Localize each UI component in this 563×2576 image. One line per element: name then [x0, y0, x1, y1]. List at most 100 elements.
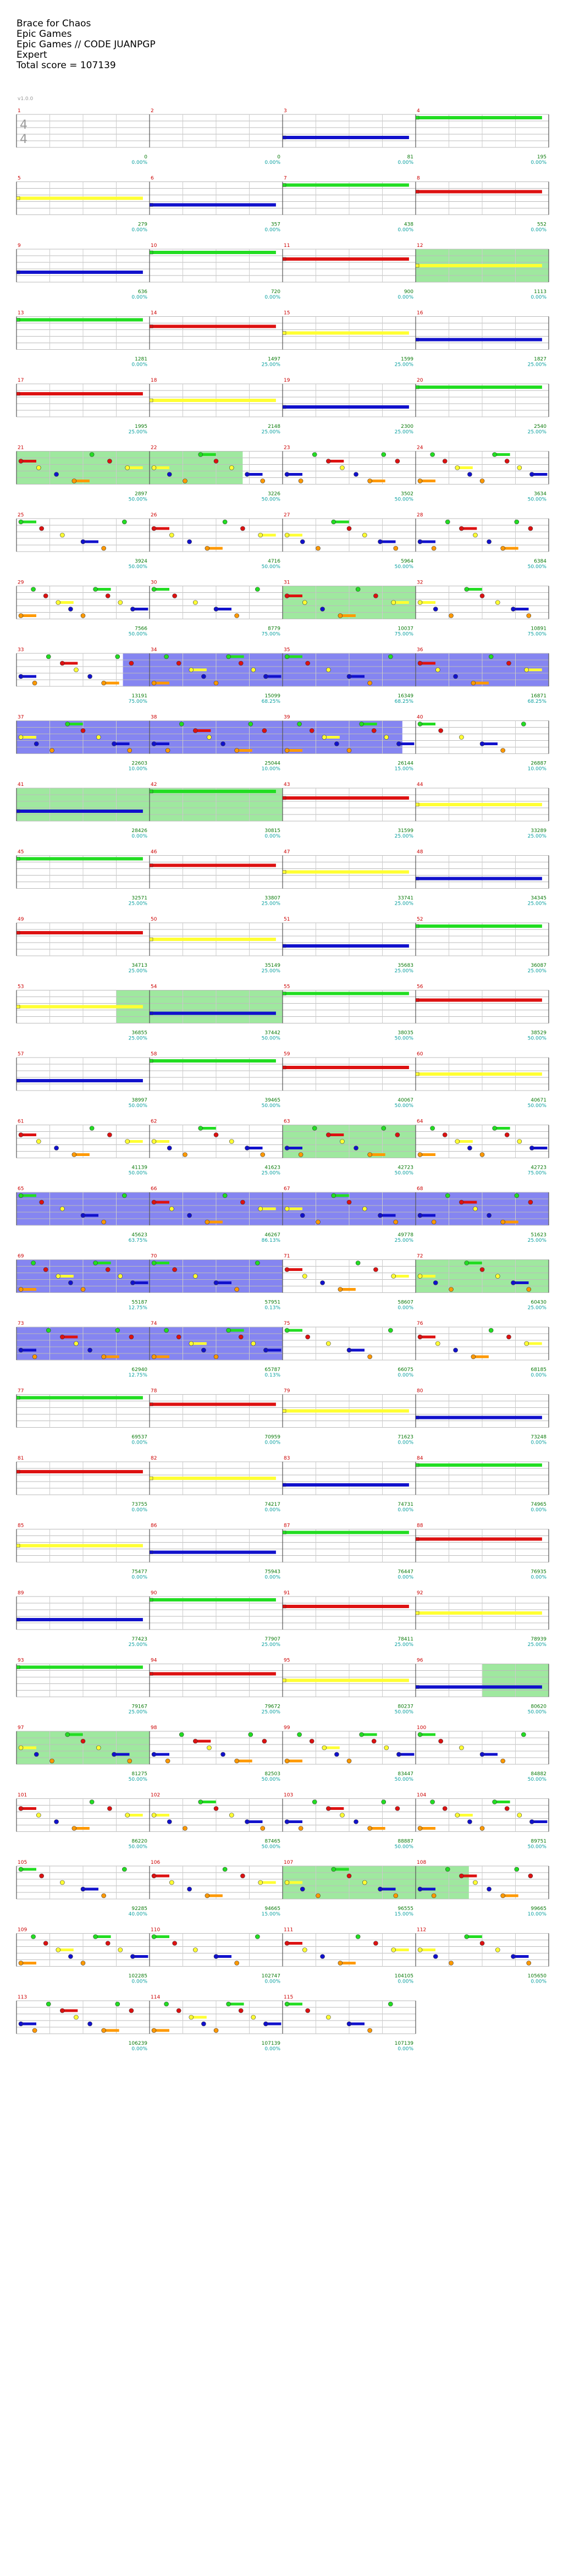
- note-gem: [282, 870, 286, 874]
- measure-percent: 50.00%: [129, 1103, 148, 1109]
- note-gem: [417, 600, 423, 605]
- note-gem: [187, 1213, 192, 1218]
- note-gem: [54, 472, 59, 477]
- note-gem: [396, 741, 401, 746]
- measure-number: 40: [417, 715, 423, 720]
- measure-number: 69: [18, 1254, 24, 1259]
- note-gem: [453, 1347, 458, 1353]
- note-gem: [34, 741, 39, 746]
- note-gem: [31, 587, 36, 592]
- note-gem: [517, 465, 522, 470]
- measure-number: 34: [151, 647, 157, 653]
- measure-percent: 25.00%: [262, 1642, 281, 1648]
- note-gem: [284, 1880, 290, 1885]
- measure-percent: 25.00%: [528, 1238, 547, 1243]
- measure-score: 40067: [398, 1098, 413, 1103]
- note-gem: [435, 667, 440, 673]
- measure-percent: 50.00%: [262, 497, 281, 503]
- measure-percent: 10.00%: [528, 767, 547, 772]
- measure-score: 46267: [264, 1232, 280, 1238]
- note-gem: [31, 1261, 36, 1265]
- measure-number: 97: [18, 1725, 24, 1731]
- measure-number: 37: [18, 715, 24, 720]
- note-gem: [125, 1139, 130, 1144]
- measure-percent: 50.00%: [395, 497, 414, 503]
- measure-number: 55: [284, 984, 290, 990]
- note-gem: [316, 1893, 321, 1898]
- note-gem: [93, 587, 98, 592]
- measure-score: 36087: [531, 963, 547, 968]
- note-gem: [514, 519, 520, 525]
- note-gem: [395, 459, 400, 464]
- note-gem: [492, 1799, 497, 1804]
- measure-percent: 50.00%: [528, 1845, 547, 1850]
- note-gem: [18, 1193, 24, 1198]
- note-gem: [467, 1146, 472, 1151]
- measure-score: 39465: [264, 1098, 280, 1103]
- measure-score: 22603: [131, 761, 147, 767]
- note-gem: [417, 1213, 423, 1218]
- measure-number: 53: [18, 984, 24, 990]
- measure-score: 82503: [264, 1771, 280, 1777]
- note-gem: [320, 1954, 325, 1959]
- measure-percent: 0.00%: [531, 1507, 547, 1513]
- note-gem: [388, 2001, 393, 2007]
- measure-percent: 25.00%: [395, 834, 414, 839]
- note-gem: [381, 452, 387, 457]
- note-gem: [213, 680, 219, 686]
- measure-score: 74731: [398, 1502, 413, 1507]
- measure-number: 96: [417, 1658, 423, 1664]
- note-gem: [56, 600, 61, 605]
- note-gem: [433, 1954, 438, 1959]
- measure-number: 5: [18, 176, 21, 181]
- measure-number: 56: [417, 984, 423, 990]
- note-gem: [262, 1738, 267, 1744]
- measure-percent: 0.00%: [131, 295, 147, 300]
- note-gem: [16, 1005, 20, 1009]
- note-gem: [300, 539, 305, 544]
- note-gem: [46, 1328, 51, 1333]
- measure-score: 77907: [264, 1637, 280, 1642]
- note-gem: [183, 1152, 187, 1157]
- note-gem: [205, 1219, 210, 1225]
- measure-number: 77: [18, 1389, 24, 1394]
- measure-percent: 0.00%: [264, 160, 280, 166]
- note-gem: [54, 1819, 59, 1824]
- note-gem: [245, 472, 250, 477]
- measure-number: 30: [151, 580, 157, 586]
- note-gem: [362, 1880, 367, 1885]
- measure-number: 6: [151, 176, 154, 181]
- note-gem: [334, 1752, 339, 1757]
- measure-score: 70959: [264, 1435, 280, 1440]
- measure-number: 84: [417, 1456, 423, 1461]
- note-gem: [359, 722, 364, 726]
- note-gem: [16, 1617, 20, 1622]
- note-gem: [255, 1261, 260, 1265]
- measure-number: 41: [18, 782, 24, 788]
- measure-score: 68185: [531, 1367, 547, 1373]
- note-gem: [467, 472, 472, 477]
- note-gem: [282, 944, 286, 948]
- note-gem: [442, 1132, 448, 1137]
- note-gem: [464, 587, 470, 592]
- measure-percent: 10.00%: [528, 1912, 547, 1917]
- note-gem: [346, 1347, 352, 1353]
- measure-score: 38529: [531, 1031, 547, 1036]
- measure-number: 62: [151, 1119, 157, 1125]
- measure-percent: 25.00%: [262, 1171, 281, 1176]
- measure-number: 115: [284, 1995, 293, 2000]
- measure-number: 79: [284, 1389, 290, 1394]
- measure-percent: 50.00%: [129, 497, 148, 503]
- note-gem: [300, 1213, 305, 1218]
- measure-score: 81275: [131, 1771, 147, 1777]
- note-gem: [87, 674, 92, 679]
- note-gem: [373, 1267, 378, 1272]
- measure-percent: 50.00%: [395, 1710, 414, 1715]
- measure-number: 38: [151, 715, 157, 720]
- measure-score: 105650: [528, 1974, 547, 1979]
- note-gem: [32, 2028, 37, 2033]
- note-gem: [151, 2028, 157, 2033]
- measure-percent: 25.00%: [129, 1036, 148, 1042]
- note-gem: [125, 465, 130, 470]
- measure-percent: 0.00%: [531, 228, 547, 233]
